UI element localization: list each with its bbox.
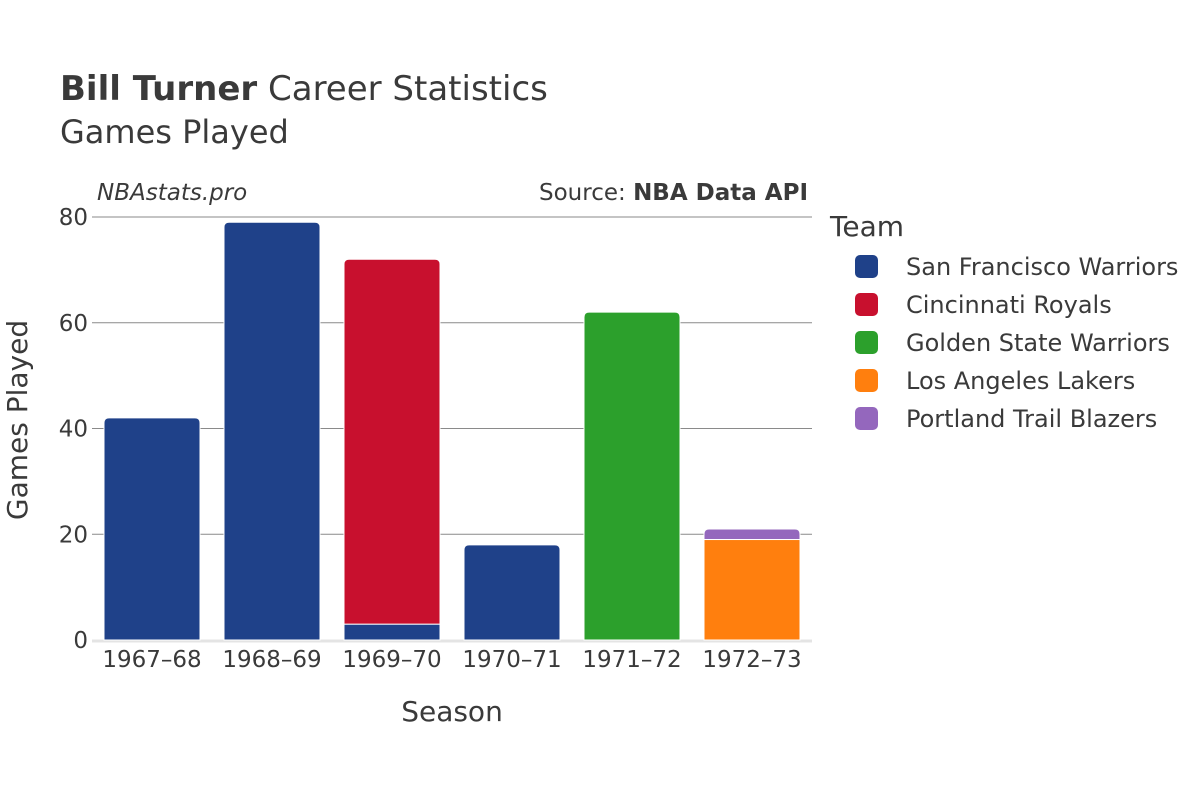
gridlines bbox=[92, 216, 812, 643]
x-axis-ticks: 1967–68 1968–69 1969–70 1970–71 1971–72 1972–… bbox=[102, 647, 801, 673]
bar-segment bbox=[463, 544, 561, 641]
legend-swatch bbox=[855, 255, 878, 278]
y-tick-label: 0 bbox=[73, 628, 88, 654]
bar-segment bbox=[223, 221, 321, 641]
x-tick-label: 1972–73 bbox=[702, 647, 801, 673]
bar-segment bbox=[583, 311, 681, 641]
chart-title-player: Bill Turner bbox=[60, 69, 257, 109]
legend: San Francisco Warriors Cincinnati Royals G… bbox=[855, 253, 1178, 433]
legend-label: Los Angeles Lakers bbox=[906, 367, 1135, 395]
x-axis-title: Season bbox=[401, 695, 503, 728]
source-credit: Source: NBA Data API bbox=[539, 180, 808, 206]
legend-title: Team bbox=[829, 210, 904, 243]
legend-label: San Francisco Warriors bbox=[906, 253, 1178, 281]
bar-segment bbox=[703, 528, 801, 541]
legend-swatch bbox=[855, 331, 878, 354]
chart-title: Bill Turner Career Statistics bbox=[60, 69, 548, 109]
bar-segment bbox=[343, 623, 441, 641]
x-tick-label: 1967–68 bbox=[102, 647, 201, 673]
y-tick-label: 80 bbox=[59, 205, 88, 231]
legend-swatch bbox=[855, 369, 878, 392]
bar-segment bbox=[103, 417, 201, 641]
x-tick-label: 1971–72 bbox=[582, 647, 681, 673]
y-tick-label: 40 bbox=[59, 417, 88, 443]
y-axis-title: Games Played bbox=[1, 320, 34, 520]
y-tick-label: 60 bbox=[59, 311, 88, 337]
source-prefix: Source: bbox=[539, 180, 633, 206]
bar-segment bbox=[703, 539, 801, 641]
legend-swatch bbox=[855, 407, 878, 430]
source-name: NBA Data API bbox=[633, 180, 808, 206]
y-axis-ticks: 0 20 40 60 80 bbox=[59, 205, 88, 654]
legend-swatch bbox=[855, 293, 878, 316]
bar-segment bbox=[343, 258, 441, 625]
chart-subtitle: Games Played bbox=[60, 113, 289, 151]
legend-label: Portland Trail Blazers bbox=[906, 405, 1157, 433]
x-tick-label: 1968–69 bbox=[222, 647, 321, 673]
x-tick-label: 1969–70 bbox=[342, 647, 441, 673]
bars bbox=[103, 221, 801, 641]
y-tick-label: 20 bbox=[59, 522, 88, 548]
x-tick-label: 1970–71 bbox=[462, 647, 561, 673]
legend-label: Golden State Warriors bbox=[906, 329, 1170, 357]
chart-title-rest: Career Statistics bbox=[257, 69, 548, 109]
watermark: NBAstats.pro bbox=[97, 180, 247, 206]
legend-label: Cincinnati Royals bbox=[906, 291, 1112, 319]
